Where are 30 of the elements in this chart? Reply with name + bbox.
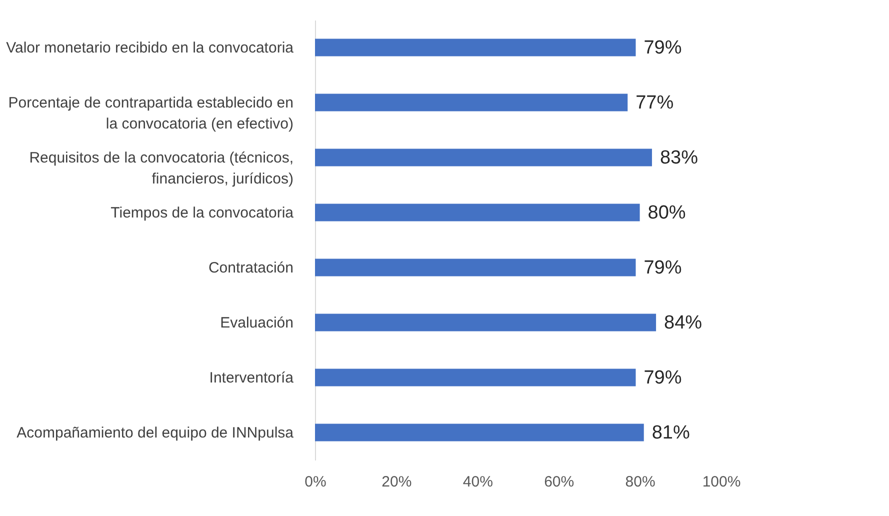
bar (315, 424, 644, 442)
y-tick-label: Valor monetario recibido en la convocatoria (6, 40, 294, 56)
x-tick-label: 40% (462, 474, 493, 490)
y-tick-label: Requisitos de la convocatoria (técnicos, financieros, jurídicos) (29, 150, 294, 188)
data-label: 83% (660, 148, 698, 168)
bar (315, 148, 652, 166)
x-tick-label: 80% (625, 474, 656, 490)
data-label: 79% (644, 258, 682, 278)
bar (315, 204, 640, 222)
y-tick-label: Tiempos de la convocatoria (110, 204, 294, 222)
bar (315, 314, 656, 332)
y-tick-label: Interventoría (209, 370, 294, 386)
bar (315, 94, 628, 112)
bar (315, 258, 636, 276)
data-label: 84% (664, 312, 702, 334)
y-tick-label: Porcentaje de contrapartida establecido en la convocatoria (en efectivo) (8, 94, 294, 132)
x-tick-label: 60% (544, 474, 574, 490)
x-tick-label: 20% (382, 474, 412, 490)
data-label: 80% (648, 202, 686, 224)
data-label: 81% (652, 422, 690, 444)
y-tick-label: Evaluación (220, 314, 294, 332)
x-tick-label: 100% (702, 474, 741, 490)
y-tick-label: Contratación (208, 260, 294, 276)
data-label: 79% (644, 38, 682, 58)
data-label: 77% (636, 92, 674, 114)
data-label: 79% (644, 368, 682, 388)
bar (315, 368, 636, 386)
y-tick-label: Acompañamiento del equipo de INNpulsa (16, 424, 294, 442)
x-tick-label: 0% (304, 474, 326, 490)
bar (315, 38, 636, 56)
